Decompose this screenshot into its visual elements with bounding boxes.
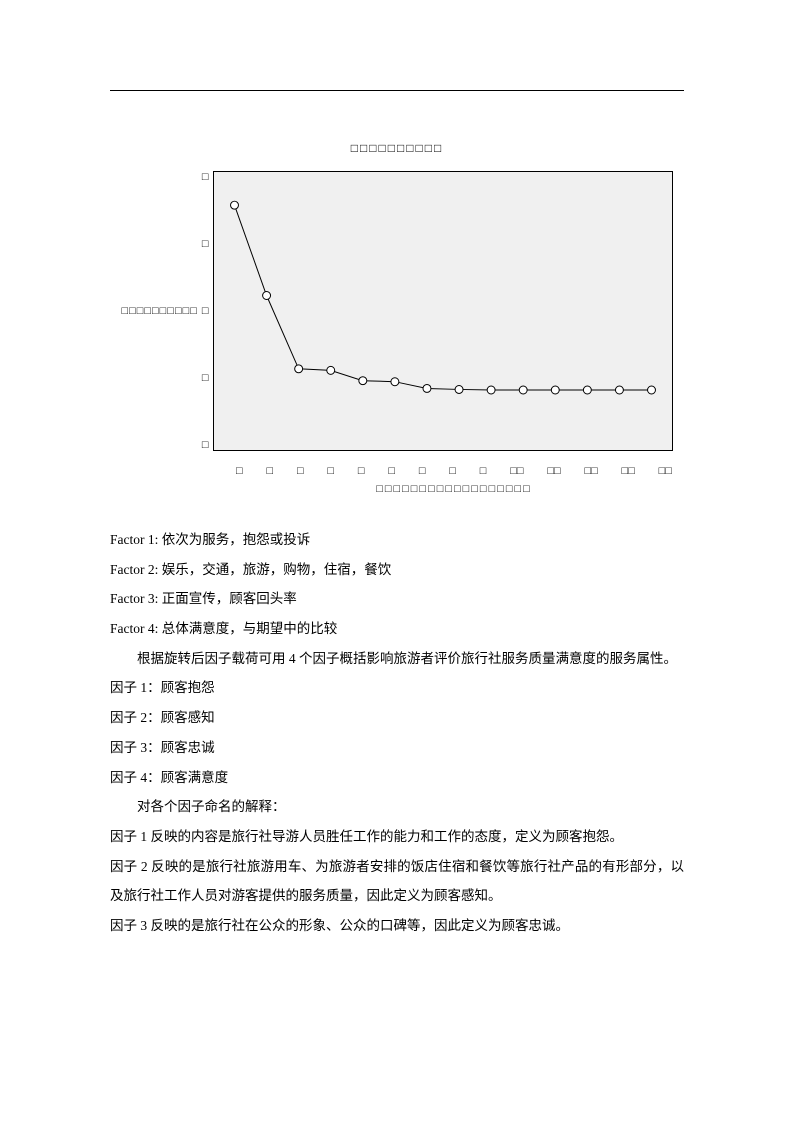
line-chart-svg [214,172,672,450]
factor-2-desc: Factor 2: 娱乐，交通，旅游，购物，住宿，餐饮 [110,555,684,585]
explain-1: 因子 1 反映的内容是旅行社导游人员胜任工作的能力和工作的态度，定义为顾客抱怨。 [110,822,684,852]
explain-2: 因子 2 反映的是旅行社旅游用车、为旅游者安排的饭店住宿和餐饮等旅行社产品的有形… [110,852,684,911]
scree-plot [213,171,673,451]
explain-3: 因子 3 反映的是旅行社在公众的形象、公众的口碑等，因此定义为顾客忠诚。 [110,911,684,941]
explain-header: 对各个因子命名的解释： [110,792,684,822]
x-tick: □□ [510,465,523,477]
x-tick: □□ [659,465,672,477]
x-tick: □ [236,465,243,477]
x-tick: □ [419,465,426,477]
x-tick: □ [388,465,395,477]
factor-1-desc: Factor 1: 依次为服务，抱怨或投诉 [110,525,684,555]
y-tick: □ [202,171,209,183]
x-tick: □ [358,465,365,477]
y-tick: □ [202,238,209,250]
x-tick: □ [449,465,456,477]
y-ticks: □ □ □ □ □ [202,171,209,451]
x-ticks: □□□□□□□□□□□□□□□□□□□ [224,465,684,477]
chart-area: □□□□□□□□□□ □ □ □ □ □ [110,171,684,451]
x-tick: □□ [584,465,597,477]
x-tick: □ [480,465,487,477]
chart-title: □□□□□□□□□□ [110,141,684,156]
top-rule [110,90,684,91]
x-tick: □ [266,465,273,477]
factor-3-desc: Factor 3: 正面宣传，顾客回头率 [110,584,684,614]
factor-4-desc: Factor 4: 总体满意度，与期望中的比较 [110,614,684,644]
y-tick: □ [202,305,209,317]
x-tick: □□ [622,465,635,477]
x-tick: □ [327,465,334,477]
factor-name-4: 因子 4：顾客满意度 [110,763,684,793]
factor-name-3: 因子 3：顾客忠诚 [110,733,684,763]
x-axis-block: □□□□□□□□□□□□□□□□□□□ □□□□□□□□□□□□□□□□□□ [110,461,684,525]
y-tick: □ [202,372,209,384]
x-tick: □□ [547,465,560,477]
x-axis-label: □□□□□□□□□□□□□□□□□□ [224,483,684,495]
y-axis-label: □□□□□□□□□□ [121,305,197,317]
factor-name-1: 因子 1：顾客抱怨 [110,673,684,703]
y-tick: □ [202,439,209,451]
factor-name-2: 因子 2：顾客感知 [110,703,684,733]
paragraph-1: 根据旋转后因子载荷可用 4 个因子概括影响旅游者评价旅行社服务质量满意度的服务属… [110,644,684,674]
x-tick: □ [297,465,304,477]
